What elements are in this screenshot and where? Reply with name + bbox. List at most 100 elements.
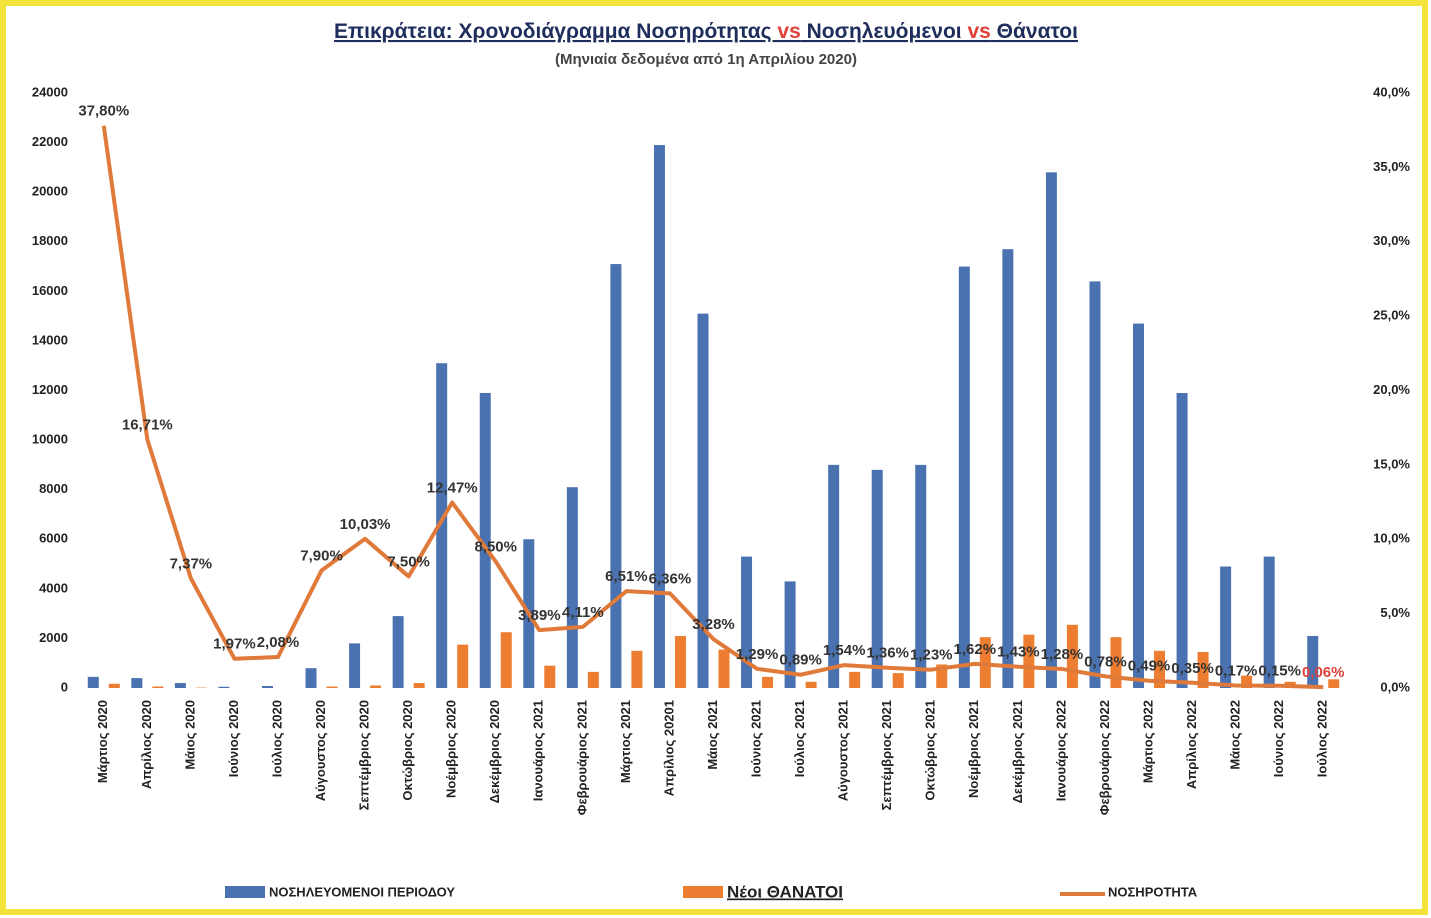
title-part: Επικράτεια: Χρονοδιάγραμμα Νοσηρότητας [334,20,777,43]
data-label: 1,28% [1041,646,1084,663]
bar [1154,650,1166,688]
bar [1045,172,1057,689]
chart-title: Επικράτεια: Χρονοδιάγραμμα Νοσηρότητας v… [334,20,1078,43]
bar [610,264,622,688]
x-tick-label: Νοέμβριος 2021 [966,700,981,798]
x-tick-label: Μάρτιος 2021 [618,700,633,783]
data-label: 1,62% [954,641,997,658]
data-label: 7,37% [170,555,213,572]
bar [958,266,970,688]
bar [697,313,709,688]
bar [370,685,382,688]
bar [87,676,99,688]
data-label: 0,89% [779,652,822,669]
bar [631,650,643,688]
bar [849,671,861,688]
data-label: 10,03% [340,516,391,533]
bar [1110,637,1122,688]
data-label: 7,90% [300,547,343,564]
bar [218,686,230,688]
y-tick-label: 4000 [39,580,68,595]
bar [108,683,120,688]
y-tick-label: 16000 [32,283,68,298]
data-label: 37,80% [78,103,129,120]
bar [936,664,948,688]
x-tick-label: Αύγουστος 2020 [313,700,328,801]
data-label: 1,97% [213,636,256,653]
bar [762,676,774,688]
legend-swatch [683,886,723,898]
data-label: 6,36% [649,570,692,587]
data-label: 1,54% [823,642,866,659]
x-tick-label: Ιανουάριος 2021 [531,700,546,801]
x-tick-label: Νοέμβριος 2020 [444,700,459,798]
bar [457,644,469,688]
data-label: 8,50% [474,539,517,556]
bar [1089,281,1101,688]
x-tick-label: Απρίλιος 20201 [661,700,676,796]
x-tick-label: Δεκέμβριος 2020 [487,700,502,803]
x-tick-label: Σεπτέμβριος 2020 [357,700,372,810]
y-tick-label: 24000 [32,84,68,99]
data-label: 3,89% [518,607,561,624]
data-label: 6,51% [605,568,648,585]
data-label: 1,23% [910,647,953,664]
bar [1002,249,1014,688]
y2-tick-label: 25,0% [1373,308,1410,323]
bar [1066,624,1078,688]
bar [1197,652,1209,688]
y2-tick-label: 30,0% [1373,233,1410,248]
y2-tick-label: 15,0% [1373,456,1410,471]
y2-tick-label: 20,0% [1373,382,1410,397]
bar [544,665,556,688]
bar [653,145,665,688]
bar [1241,675,1253,688]
y-tick-label: 12000 [32,382,68,397]
y-tick-label: 14000 [32,332,68,347]
x-tick-label: Οκτώβριος 2020 [400,700,415,801]
y2-tick-label: 5,0% [1380,605,1410,620]
x-tick-label: Ιούλιος 2021 [792,700,807,777]
bar [1133,323,1145,688]
bar [1307,635,1319,688]
x-tick-label: Μάιος 2020 [182,700,197,770]
bar [326,686,338,688]
bar [131,678,143,688]
bar [413,683,425,688]
bar [174,683,186,688]
y-tick-label: 18000 [32,233,68,248]
data-label: 1,36% [866,645,909,662]
x-tick-label: Δεκέμβριος 2021 [1010,700,1025,803]
x-tick-label: Ιούνιος 2020 [226,700,241,777]
data-label: 0,17% [1215,662,1258,679]
bar [718,649,730,688]
legend-swatch [225,886,265,898]
bar [1263,556,1275,688]
bar [152,686,164,688]
bar [828,464,840,688]
y-tick-label: 20000 [32,184,68,199]
data-label: 1,29% [736,646,779,663]
data-label: 2,08% [257,634,300,651]
bar [349,643,361,688]
x-tick-label: Μάιος 2021 [705,700,720,770]
line [101,125,1324,690]
y-tick-label: 8000 [39,481,68,496]
legend-label: ΝΟΣΗΡΟΤΗΤΑ [1108,884,1198,899]
bar [587,671,599,688]
title-part: Θάνατοι [991,20,1078,43]
x-tick-label: Ιούνιος 2022 [1271,700,1286,777]
y-tick-label: 0 [61,679,68,694]
chart-subtitle: (Μηνιαία δεδομένα από 1η Απριλίου 2020) [555,51,857,68]
legend-label: Νέοι ΘΑΝΑΤΟΙ [727,882,843,901]
x-tick-label: Μάρτιος 2022 [1140,700,1155,783]
x-tick-label: Μάιος 2022 [1228,700,1243,770]
title-part: vs [967,20,990,43]
x-tick-label: Σεπτέμβριος 2021 [879,700,894,810]
bar [500,632,512,688]
bar [674,635,686,688]
data-label: 4,11% [562,604,604,621]
x-tick-label: Οκτώβριος 2021 [923,700,938,801]
y-tick-label: 22000 [32,134,68,149]
